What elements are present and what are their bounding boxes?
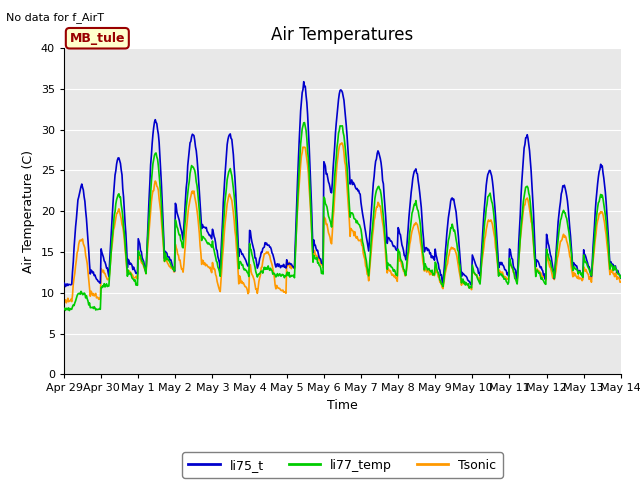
Title: Air Temperatures: Air Temperatures xyxy=(271,25,413,44)
X-axis label: Time: Time xyxy=(327,399,358,412)
Text: No data for f_AirT: No data for f_AirT xyxy=(6,12,104,23)
Legend: li75_t, li77_temp, Tsonic: li75_t, li77_temp, Tsonic xyxy=(182,453,502,478)
Text: MB_tule: MB_tule xyxy=(70,32,125,45)
Y-axis label: Air Temperature (C): Air Temperature (C) xyxy=(22,150,35,273)
